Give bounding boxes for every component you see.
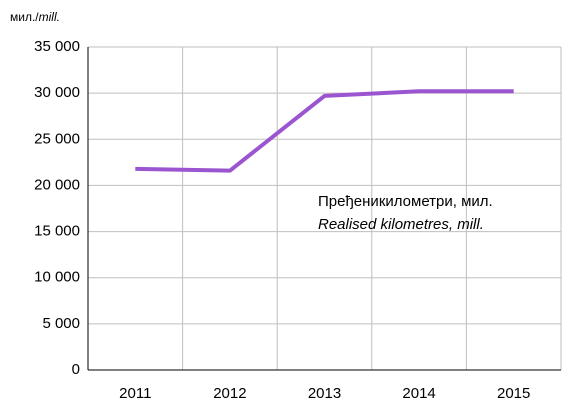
x-tick-label: 2014 — [402, 385, 435, 402]
annotation: Пређеникилометри, мил. — [318, 193, 493, 210]
data-line — [135, 89, 514, 173]
y-unit-local: мил./ — [10, 10, 39, 24]
x-tick-label: 2011 — [119, 385, 151, 402]
annotation-en: Realised kilometres, mill. — [318, 216, 484, 233]
x-tick-label: 2012 — [213, 385, 246, 402]
y-tick-label: 35 000 — [34, 38, 80, 55]
y-tick-label: 25 000 — [34, 130, 80, 147]
y-tick-label: 20 000 — [34, 176, 80, 193]
y-tick-label: 0 — [72, 361, 80, 378]
y-unit-en: mill. — [39, 10, 60, 24]
y-unit: мил./mill. — [10, 10, 60, 24]
y-tick-label: 10 000 — [34, 269, 80, 286]
y-tick-label: 5 000 — [42, 315, 80, 332]
x-tick-label: 2013 — [308, 385, 341, 402]
x-tick-label: 2015 — [497, 385, 530, 402]
y-tick-label: 15 000 — [34, 223, 80, 240]
y-tick-label: 30 000 — [34, 84, 80, 101]
